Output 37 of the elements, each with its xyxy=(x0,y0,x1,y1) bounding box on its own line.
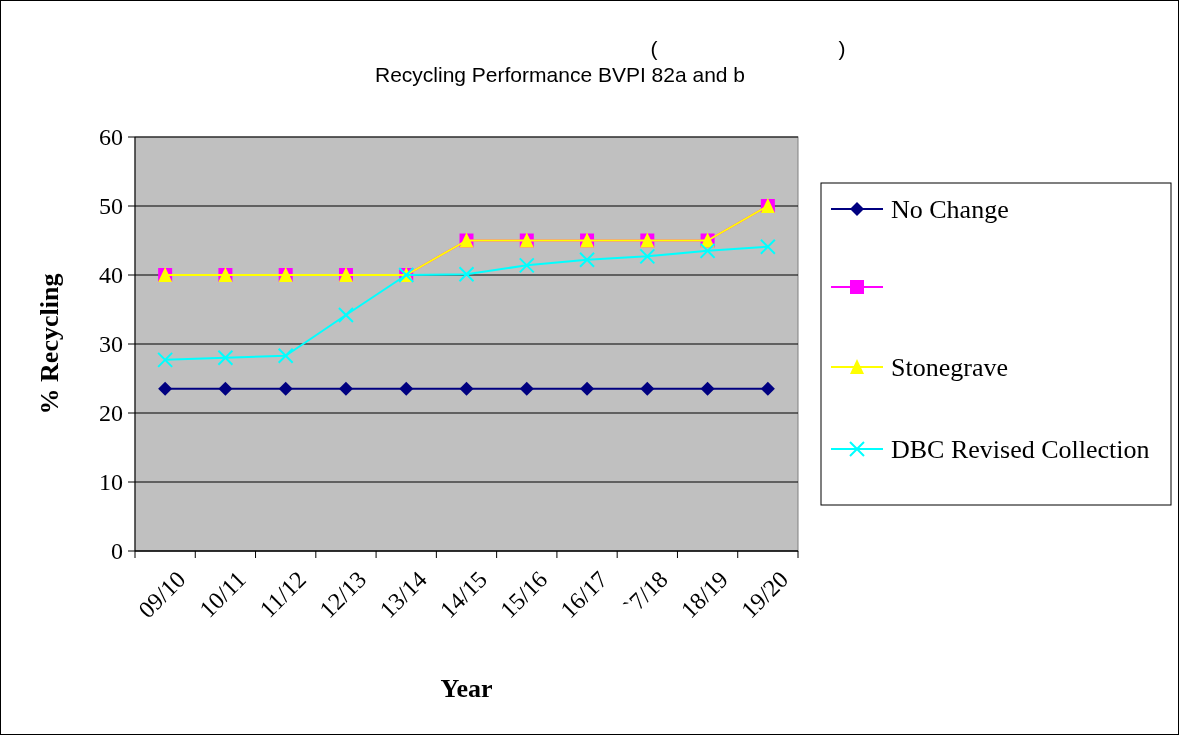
point xyxy=(699,242,716,259)
point xyxy=(760,381,775,396)
point xyxy=(399,381,414,396)
point xyxy=(580,381,595,396)
point xyxy=(277,347,294,364)
text: ( xyxy=(650,37,658,60)
y-tick-label: 10 xyxy=(99,469,123,496)
x-tick-label: `7/18 xyxy=(618,566,673,621)
y-tick-label: 40 xyxy=(99,262,123,289)
point xyxy=(518,257,535,274)
point xyxy=(519,381,534,396)
x-axis-title: Year xyxy=(440,674,493,703)
point xyxy=(459,381,474,396)
chart-title: Recycling Performance BVPI 82a and b xyxy=(374,63,746,86)
legend-label: DBC Revised Collection xyxy=(891,435,1150,465)
point xyxy=(217,349,234,366)
point xyxy=(759,238,776,255)
y-tick-label: 60 xyxy=(99,124,123,151)
legend-label: No Change xyxy=(891,195,1009,225)
legend-label: Stonegrave xyxy=(891,353,1008,383)
point xyxy=(157,351,174,368)
y-tick-label: 0 xyxy=(111,538,123,565)
point xyxy=(338,381,353,396)
point xyxy=(337,307,354,324)
point xyxy=(579,251,596,268)
point xyxy=(158,381,173,396)
point xyxy=(640,381,655,396)
y-tick-label: 50 xyxy=(99,193,123,220)
y-tick-label: 20 xyxy=(99,400,123,427)
y-tick-label: 30 xyxy=(99,331,123,358)
point xyxy=(458,266,475,283)
point xyxy=(218,381,233,396)
point xyxy=(278,381,293,396)
point xyxy=(700,381,715,396)
y-axis-title: % Recycling xyxy=(35,273,64,415)
point xyxy=(639,248,656,265)
text: ) xyxy=(838,37,846,60)
